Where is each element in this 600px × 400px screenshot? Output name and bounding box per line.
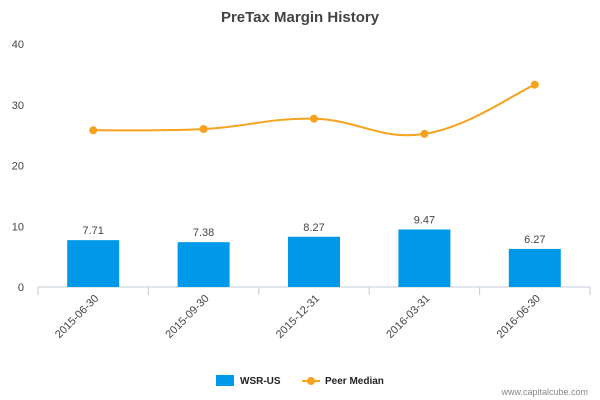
line-series bbox=[89, 80, 539, 138]
y-tick-label: 30 bbox=[12, 100, 24, 112]
x-tick-label: 2016-03-31 bbox=[384, 293, 432, 341]
line-point bbox=[199, 125, 208, 134]
y-tick-label: 20 bbox=[12, 161, 24, 173]
bar-data-label: 6.27 bbox=[524, 234, 545, 246]
chart-title: PreTax Margin History bbox=[221, 9, 380, 26]
bar-data-label: 9.47 bbox=[414, 214, 435, 226]
bar bbox=[398, 229, 451, 287]
line-point bbox=[420, 129, 429, 138]
x-axis: 2015-06-30 2015-09-30 2015-12-31 2016-03-31… bbox=[37, 287, 591, 341]
line-point bbox=[89, 126, 98, 135]
bar-series: 7.71 7.38 8.27 9.47 6.27 bbox=[67, 214, 561, 287]
line-point bbox=[310, 114, 318, 123]
y-axis: 0 10 20 30 40 bbox=[12, 39, 24, 294]
x-tick-label: 2015-09-30 bbox=[163, 293, 211, 341]
legend-swatch-bar bbox=[216, 375, 234, 386]
bar-data-label: 8.27 bbox=[303, 222, 324, 234]
line-point bbox=[530, 80, 539, 89]
bar bbox=[177, 242, 230, 287]
peer-median-line bbox=[93, 83, 536, 137]
y-tick-label: 40 bbox=[12, 39, 24, 51]
x-tick-label: 2015-12-31 bbox=[274, 293, 322, 341]
legend-swatch-marker bbox=[307, 377, 315, 385]
legend-label-wsr-us: WSR-US bbox=[240, 376, 281, 387]
legend: WSR-US Peer Median bbox=[216, 375, 384, 387]
bar bbox=[288, 236, 340, 287]
legend-label-peer-median: Peer Median bbox=[325, 376, 384, 387]
watermark: www.capitalcube.com bbox=[500, 387, 588, 397]
bar bbox=[508, 248, 561, 287]
bar-data-label: 7.71 bbox=[82, 225, 103, 237]
bar bbox=[67, 240, 120, 287]
x-tick-label: 2016-06-30 bbox=[495, 293, 543, 341]
x-tick-label: 2015-06-30 bbox=[53, 293, 101, 341]
bar-data-label: 7.38 bbox=[193, 227, 214, 239]
y-tick-label: 0 bbox=[18, 282, 24, 294]
y-tick-label: 10 bbox=[12, 221, 24, 233]
